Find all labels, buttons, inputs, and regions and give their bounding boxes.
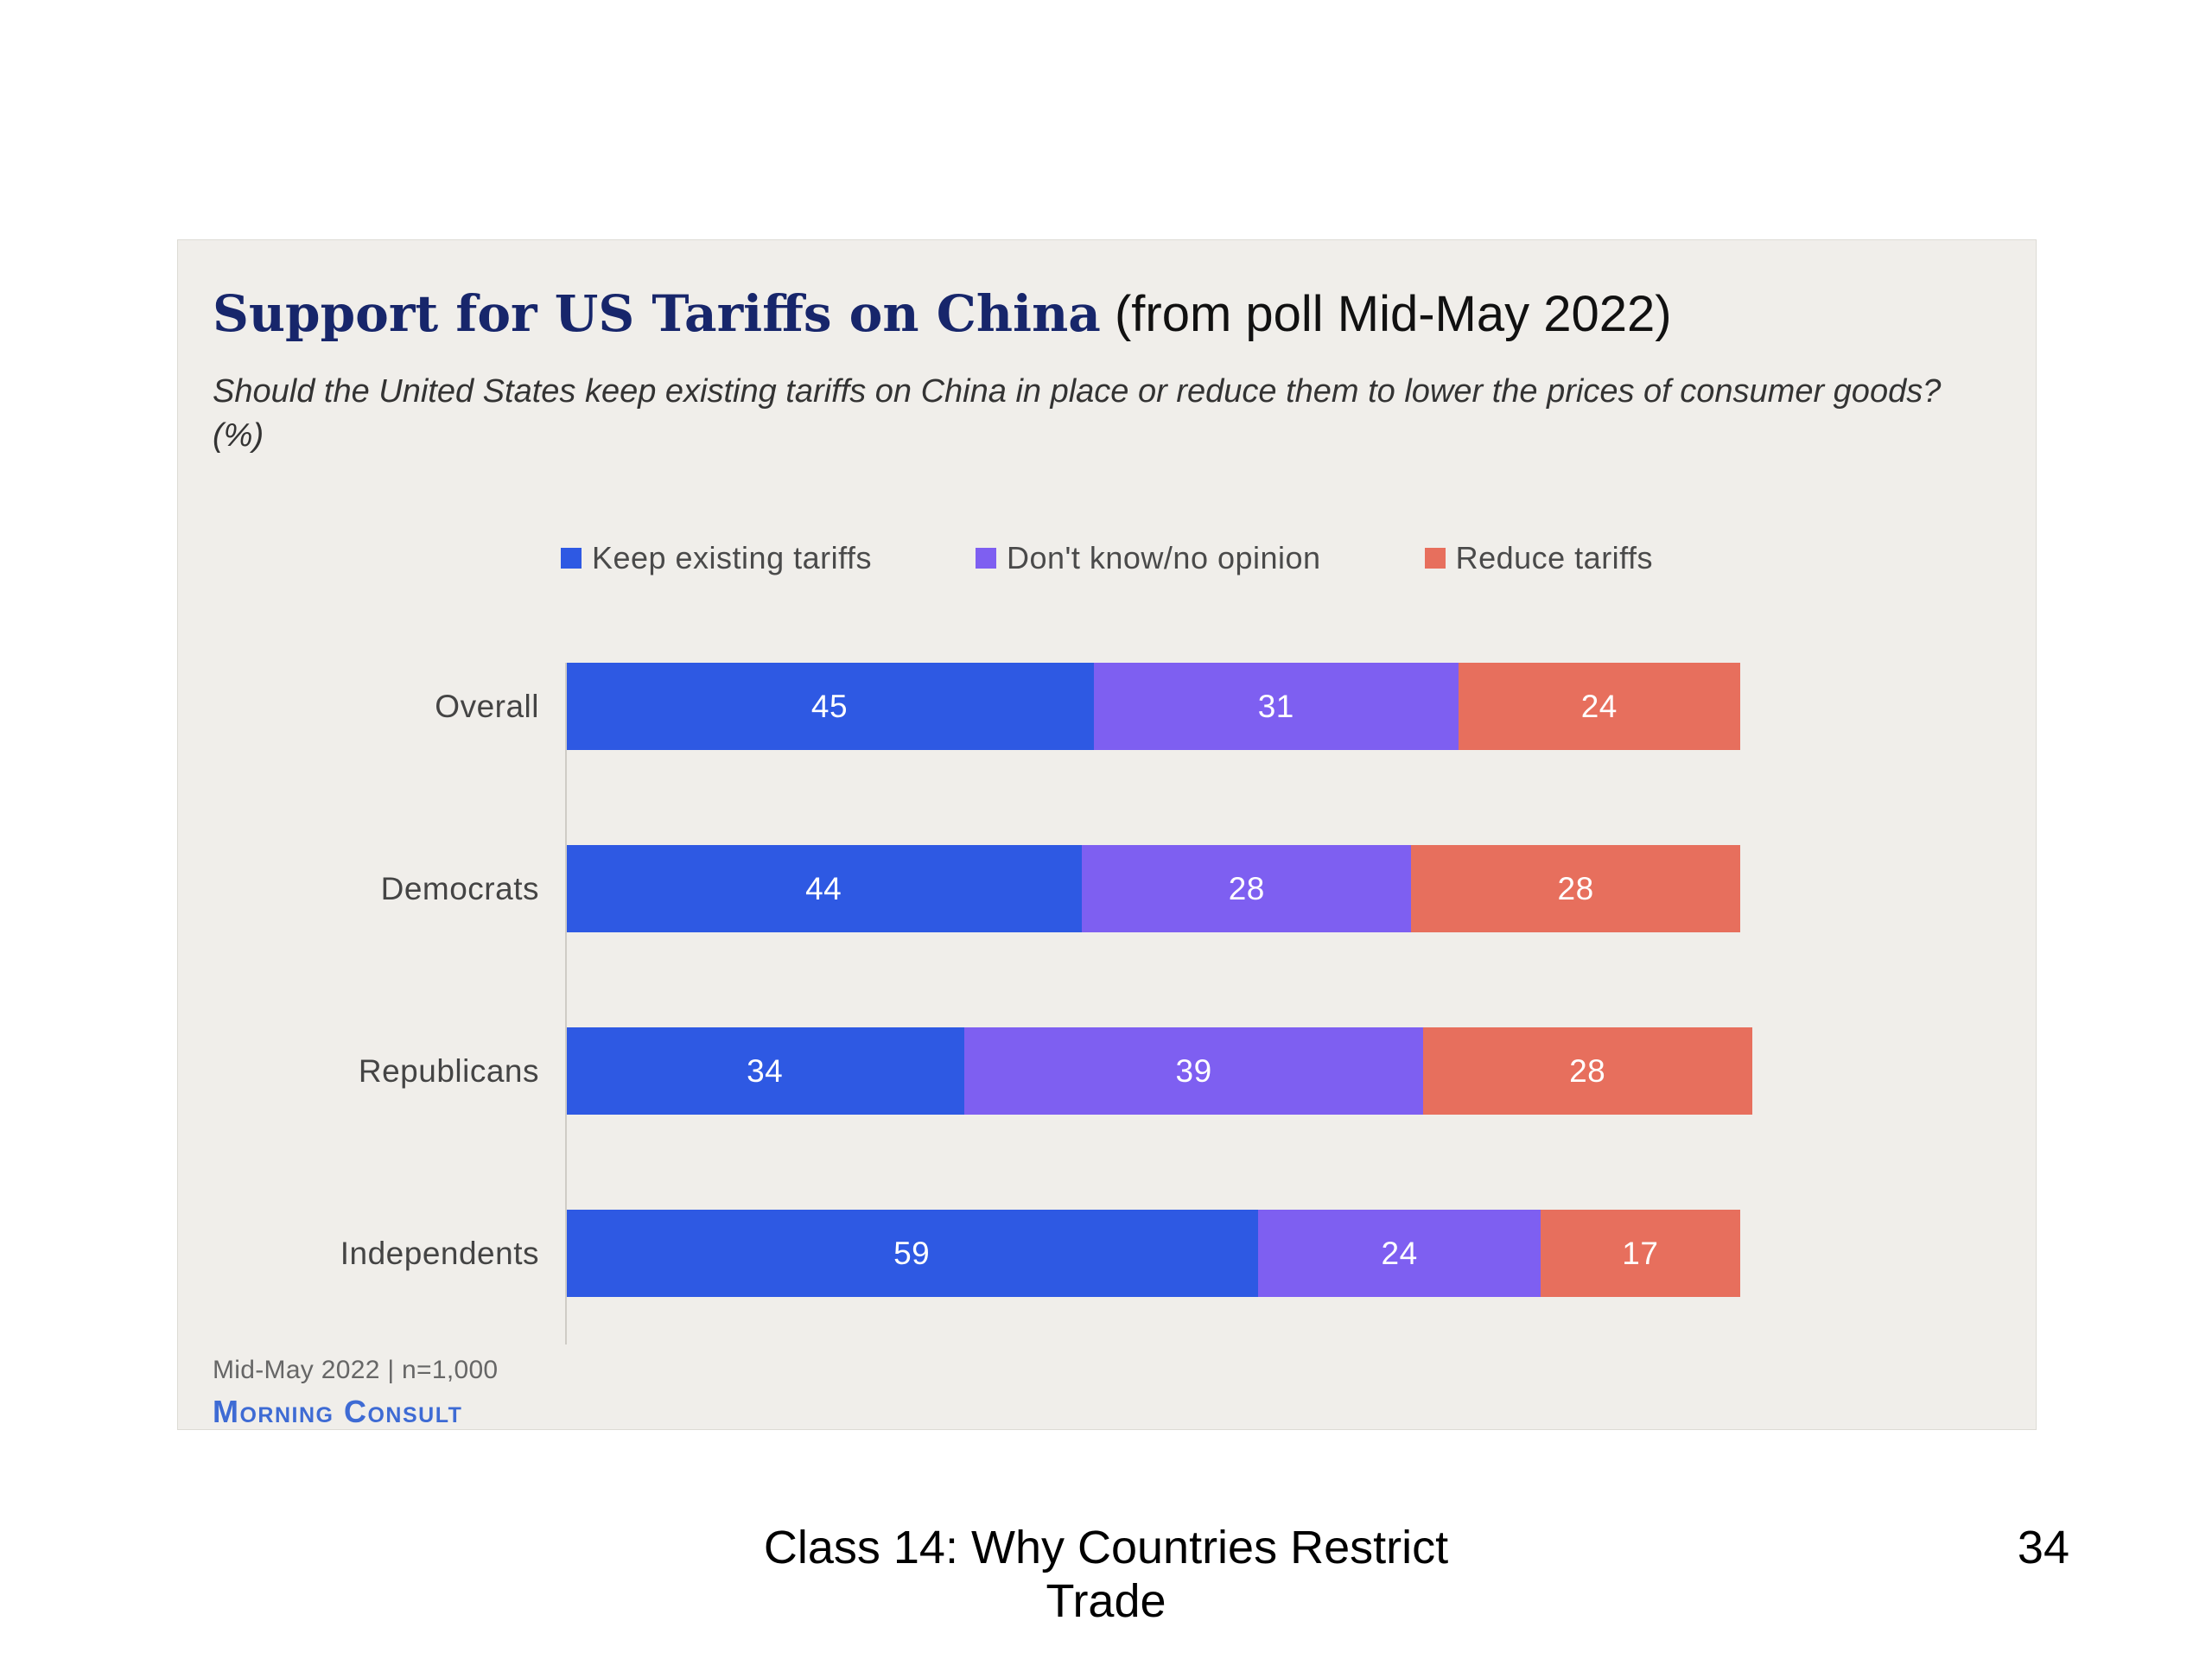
bar-value-label: 34 xyxy=(747,1052,784,1089)
bar-track: 45 31 24 xyxy=(565,663,1740,751)
bar-value-label: 59 xyxy=(893,1235,931,1271)
legend-item: Keep existing tariffs xyxy=(560,540,872,576)
bar-value-label: 28 xyxy=(1557,870,1594,906)
legend-swatch xyxy=(1424,548,1446,569)
bar-value-label: 17 xyxy=(1622,1235,1659,1271)
bar-segment: 24 xyxy=(1458,663,1740,751)
legend-swatch xyxy=(560,548,582,569)
bar-row: Republicans 34 39 28 xyxy=(213,1027,2001,1116)
bar-segment: 28 xyxy=(1082,845,1412,933)
legend-label: Reduce tariffs xyxy=(1455,540,1654,576)
slide-footer-line1: Class 14: Why Countries Restrict xyxy=(763,1522,1449,1573)
bar-value-label: 39 xyxy=(1175,1052,1212,1089)
category-label: Overall xyxy=(435,688,539,724)
chart-title-main: Support for US Tariffs on China xyxy=(213,284,1101,343)
chart-title-suffix: (from poll Mid-May 2022) xyxy=(1100,286,1672,342)
source-line: Mid-May 2022 | n=1,000 xyxy=(213,1356,499,1385)
bar-track: 59 24 17 xyxy=(565,1210,1740,1298)
bar-value-label: 45 xyxy=(810,688,849,724)
bar-row: Independents 59 24 17 xyxy=(213,1210,2001,1298)
chart-panel: Support for US Tariffs on China (from po… xyxy=(177,239,2037,1430)
bar-segment: 28 xyxy=(1411,845,1740,933)
bar-value-label: 31 xyxy=(1257,688,1294,724)
bar-value-label: 24 xyxy=(1381,1235,1418,1271)
bar-value-label: 28 xyxy=(1228,870,1265,906)
slide-footer-caption: Class 14: Why Countries Restrict Trade xyxy=(0,1521,2212,1628)
bar-track: 34 39 28 xyxy=(565,1027,1752,1116)
legend-label: Don't know/no opinion xyxy=(1006,540,1321,576)
slide-footer-line2: Trade xyxy=(1046,1575,1166,1628)
legend-item: Don't know/no opinion xyxy=(975,540,1321,576)
bar-row: Democrats 44 28 28 xyxy=(213,845,2001,933)
bar-row: Overall 45 31 24 xyxy=(213,663,2001,751)
bar-segment: 28 xyxy=(1422,1027,1752,1116)
y-axis-line xyxy=(565,663,567,1345)
legend-item: Reduce tariffs xyxy=(1424,540,1654,576)
bar-track: 44 28 28 xyxy=(565,845,1740,933)
bar-value-label: 44 xyxy=(805,870,842,906)
bar-segment: 39 xyxy=(964,1027,1423,1116)
brand-logo: Morning Consult xyxy=(213,1394,463,1430)
bar-segment: 17 xyxy=(1540,1210,1740,1298)
bar-segment: 24 xyxy=(1258,1210,1541,1298)
bar-segment: 44 xyxy=(565,845,1083,933)
bar-segment: 31 xyxy=(1094,663,1459,751)
category-label: Democrats xyxy=(380,870,539,906)
category-label: Republicans xyxy=(358,1052,539,1089)
category-label: Independents xyxy=(340,1235,539,1271)
legend-label: Keep existing tariffs xyxy=(591,540,872,576)
chart-legend: Keep existing tariffs Don't know/no opini… xyxy=(213,540,2001,576)
bar-segment: 34 xyxy=(565,1027,965,1116)
bar-value-label: 28 xyxy=(1569,1052,1606,1089)
chart-rows: Overall 45 31 24 Democrats 44 28 28 Republicans 3… xyxy=(213,663,2001,1345)
chart-title: Support for US Tariffs on China (from po… xyxy=(213,285,2001,344)
bar-segment: 59 xyxy=(565,1210,1259,1298)
bar-segment: 45 xyxy=(565,663,1094,751)
bar-value-label: 24 xyxy=(1580,688,1618,724)
legend-swatch xyxy=(975,548,996,569)
chart-subtitle: Should the United States keep existing t… xyxy=(213,372,1942,454)
page-number: 34 xyxy=(2017,1522,2069,1573)
